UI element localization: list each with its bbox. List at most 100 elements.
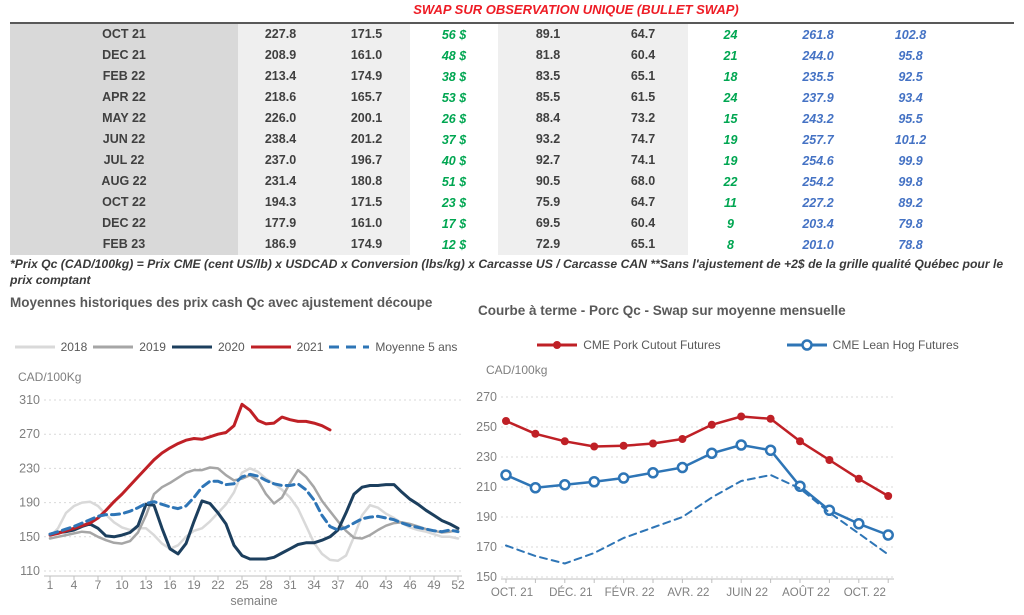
cell-green: 21 [723,48,738,63]
y-tick-label: 150 [19,530,40,544]
cell-green: 12 $ [441,237,467,252]
data-point-open [853,518,865,530]
series-line-2018 [48,467,460,562]
cell-num: 194.3 [238,192,323,213]
cell-green: 8 [727,237,734,252]
cell-num: 174.9 [323,234,410,255]
cell-month: OCT 22 [10,192,238,213]
cell-blue: 243.2 [802,111,834,126]
cell-num: 83.5 [498,66,598,87]
legend-swatch-icon [93,345,134,349]
series-line-2020 [48,483,460,561]
cell-blue: 101.2 [894,132,927,147]
table-row: OCT 22 194.3 171.5 23 $ 75.9 64.7 11 227.2 89.2 [10,192,1014,213]
cell-green: 24 [723,90,738,105]
cell-green: 23 $ [441,195,467,210]
cell-month: DEC 21 [10,45,238,66]
cell-green: 15 [723,111,738,126]
cell-green: 19 [723,153,738,168]
x-tick-label: DÉC. 21 [549,586,592,599]
y-tick-label: 310 [19,393,40,407]
cell-blue: 79.8 [898,216,923,231]
legend-item: 2019 [91,340,166,354]
cell-num: 74.7 [598,129,688,150]
cell-green: 22 [723,174,738,189]
y-tick-label: 230 [476,450,497,464]
cell-blue: 95.5 [898,111,923,126]
x-tick-label: OCT. 22 [844,587,886,599]
table-row: JUL 22 237.0 196.7 40 $ 92.7 74.1 19 254.6 99.9 [10,150,1014,171]
table-row: DEC 21 208.9 161.0 48 $ 81.8 60.4 21 244.0 95.8 [10,45,1014,66]
cell-green: 53 $ [441,90,467,105]
cell-num: 174.9 [323,66,410,87]
cell-num: 61.5 [598,87,688,108]
cell-num: 237.0 [238,150,323,171]
cell-blue: 201.0 [802,237,834,252]
y-tick-label: 250 [476,420,497,434]
data-point-open [735,439,747,451]
cell-green: 51 $ [441,174,467,189]
series-line-CME Pork Cutout Futures [504,415,890,498]
x-tick-label: 49 [427,578,441,592]
right-chart: 150 170 190 210 230 250 270 CAD/100kg OCT. 21 DÉC… [476,363,894,599]
legend-label: 2018 [60,340,88,354]
cell-num: 177.9 [238,213,323,234]
data-point-open [588,476,600,488]
left-chart-legend: 2018 2019 2020 2021 Moyenne 5 ans [0,340,470,354]
data-point-filled [560,437,569,446]
cell-green: 17 $ [441,216,467,231]
cell-green: 9 [727,216,734,231]
cell-blue: 89.2 [898,195,923,210]
y-tick-label: 150 [476,570,497,584]
data-point-filled [737,412,746,421]
data-point-filled [502,417,510,425]
cell-blue: 95.8 [898,48,923,63]
cell-num: 161.0 [323,213,410,234]
x-axis-label: semaine [230,594,277,608]
table-row: DEC 22 177.9 161.0 17 $ 69.5 60.4 9 203.4 79.8 [10,213,1014,234]
cell-blue: 78.8 [898,237,923,252]
legend-label: 2021 [296,340,324,354]
x-tick-label: 4 [71,578,78,592]
table-row: AUG 22 231.4 180.8 51 $ 90.5 68.0 22 254.2 99.8 [10,171,1014,192]
cell-green: 48 $ [441,48,467,63]
data-point-filled [707,420,716,429]
data-point-open [647,467,659,479]
cell-num: 64.7 [598,24,688,45]
x-tick-label: FÉVR. 22 [605,586,655,599]
cell-num: 226.0 [238,108,323,129]
cell-num: 88.4 [498,108,598,129]
cell-blue: 257.7 [802,132,834,147]
y-tick-label: 210 [476,480,497,494]
data-point-filled [825,456,834,464]
cell-month: AUG 22 [10,171,238,192]
x-tick-label: 16 [163,578,177,592]
y-tick-label: 270 [19,427,40,441]
data-point-open [500,469,512,481]
legend-swatch-icon [786,339,827,351]
cell-num: 73.2 [598,108,688,129]
cell-num: 74.1 [598,150,688,171]
footnote: *Prix Qc (CAD/100kg) = Prix CME (cent US… [10,257,1004,287]
cell-num: 68.0 [598,171,688,192]
y-gridlines [44,399,462,572]
legend-label: CME Lean Hog Futures [832,338,959,352]
legend-item: Moyenne 5 ans [327,340,457,354]
left-chart-title: Moyennes historiques des prix cash Qc av… [10,295,433,310]
cell-num: 231.4 [238,171,323,192]
data-point-filled [854,474,863,483]
legend-label: 2019 [139,340,166,354]
cell-green: 40 $ [441,153,467,168]
cell-month: OCT 21 [10,24,238,45]
cell-num: 180.8 [323,171,410,192]
cell-num: 72.9 [498,234,598,255]
cell-num: 81.8 [498,45,598,66]
cell-blue: 244.0 [802,48,834,63]
data-point-open [529,482,542,494]
y-tick-label: 270 [476,390,497,404]
cell-num: 213.4 [238,66,323,87]
legend-item: CME Pork Cutout Futures [535,338,721,352]
y-gridlines [501,396,894,578]
cell-blue: 99.8 [898,174,923,189]
